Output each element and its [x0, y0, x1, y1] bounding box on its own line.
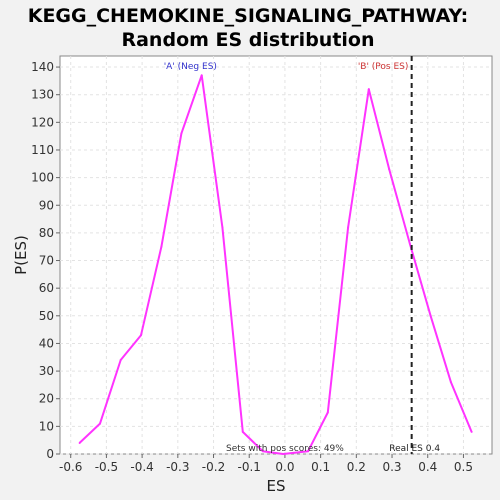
x-tick-label: -0.5	[95, 460, 118, 474]
data-point	[388, 168, 391, 171]
data-point	[449, 381, 452, 384]
data-point	[367, 88, 370, 91]
y-tick-label: 90	[39, 198, 54, 212]
data-point	[180, 132, 183, 135]
data-point	[326, 411, 329, 414]
x-tick-label: -0.4	[130, 460, 153, 474]
annotation-label: 'A' (Neg ES)	[164, 62, 217, 72]
y-tick-label: 50	[39, 309, 54, 323]
x-tick-label: 0.0	[275, 460, 294, 474]
real-es-label: Real ES 0.4	[389, 444, 440, 454]
y-tick-label: 100	[31, 171, 54, 185]
x-tick-label: 0.4	[418, 460, 437, 474]
data-point	[429, 314, 432, 317]
x-axis-label: ES	[267, 477, 286, 495]
data-point	[140, 334, 143, 337]
data-point	[98, 422, 101, 425]
x-tick-label: 0.5	[454, 460, 473, 474]
y-tick-label: 0	[46, 447, 54, 461]
y-tick-label: 120	[31, 115, 54, 129]
chart-title: KEGG_CHEMOKINE_SIGNALING_PATHWAY:	[28, 5, 469, 27]
data-point	[261, 450, 264, 453]
annotations: Real ES 0.4 'A' (Neg ES) 'B' (Pos ES) Sets …	[164, 62, 441, 454]
annotation-label: 'B' (Pos ES)	[358, 62, 409, 72]
data-point	[347, 226, 350, 229]
y-tick-label: 10	[39, 419, 54, 433]
y-tick-label: 130	[31, 88, 54, 102]
y-tick-label: 140	[31, 60, 54, 74]
axis-ticks: 0 10 20 30 40 50 60 70 80 90 100 110 120 130 140 -0.6 -0…	[31, 60, 473, 474]
chart-subtitle: Random ES distribution	[121, 29, 374, 51]
series-layer	[78, 56, 473, 455]
x-tick-label: 0.2	[347, 460, 366, 474]
data-point	[221, 226, 224, 229]
x-tick-label: 0.3	[382, 460, 401, 474]
y-tick-label: 40	[39, 336, 54, 350]
x-tick-label: -0.2	[202, 460, 225, 474]
data-point	[470, 430, 473, 433]
data-point	[282, 453, 285, 455]
x-tick-label: -0.6	[59, 460, 82, 474]
data-point	[160, 245, 163, 248]
plot-area	[59, 55, 493, 455]
y-tick-label: 20	[39, 392, 54, 406]
data-point	[200, 74, 203, 77]
y-axis-label: P(ES)	[12, 235, 30, 275]
x-tick-label: 0.1	[311, 460, 330, 474]
data-point	[408, 242, 411, 245]
y-tick-label: 70	[39, 254, 54, 268]
data-point	[78, 441, 81, 444]
x-tick-label: -0.3	[166, 460, 189, 474]
data-point	[119, 359, 122, 362]
distribution-line	[78, 74, 473, 455]
y-tick-label: 80	[39, 226, 54, 240]
y-tick-label: 60	[39, 281, 54, 295]
y-tick-label: 30	[39, 364, 54, 378]
grid	[60, 56, 492, 455]
data-point	[241, 430, 244, 433]
annotation-label: Sets with pos scores: 49%	[226, 444, 344, 454]
x-tick-label: -0.1	[238, 460, 261, 474]
data-point	[307, 450, 310, 453]
y-tick-label: 110	[31, 143, 54, 157]
